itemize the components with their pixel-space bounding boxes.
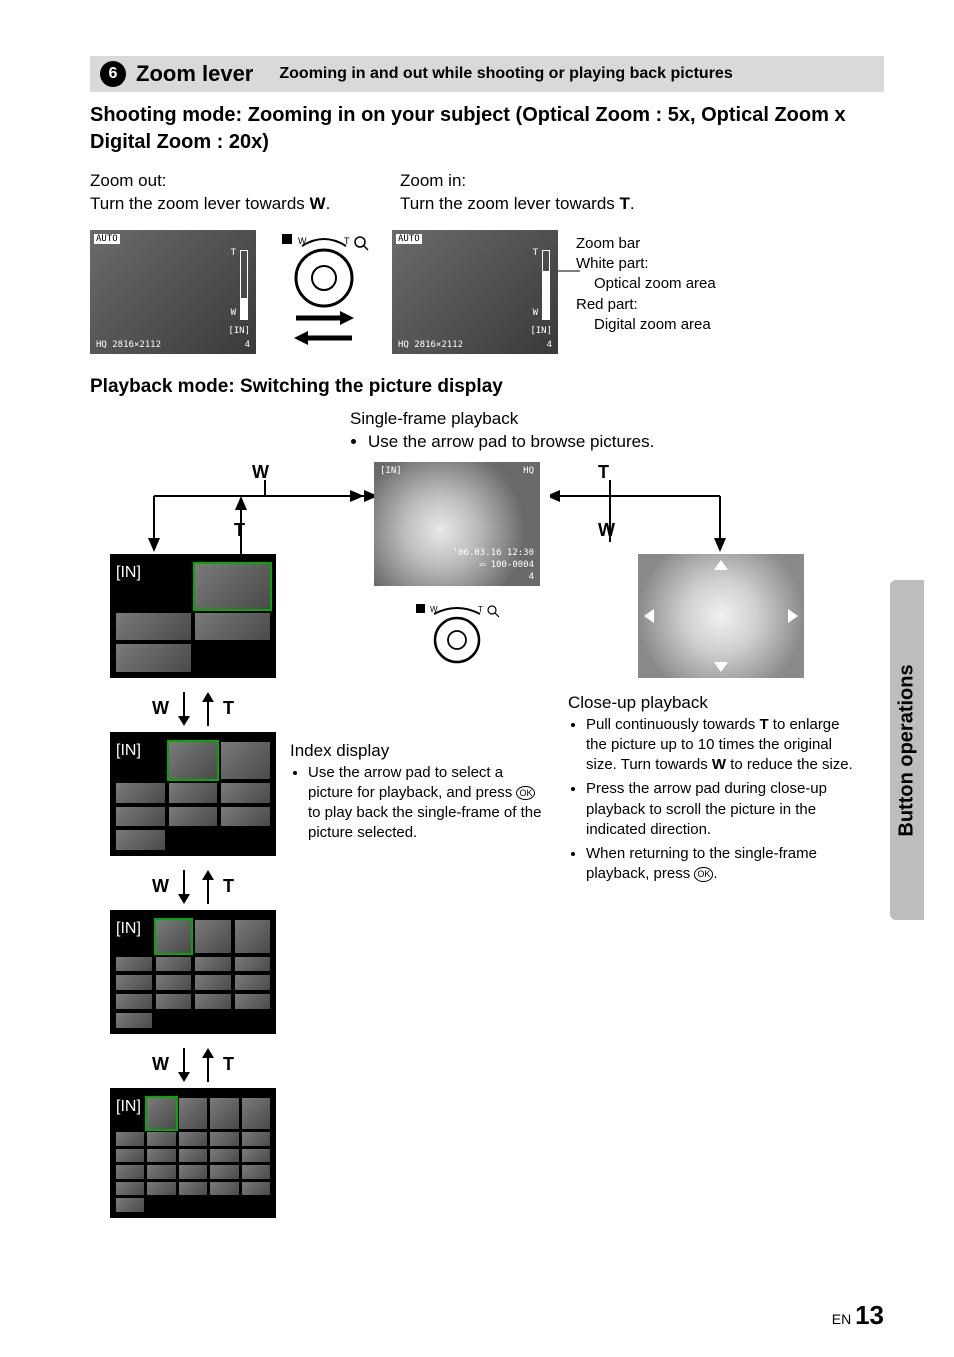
lbl-t: T (223, 698, 234, 719)
arrow-w-back-right (550, 496, 620, 556)
footer-page: 13 (855, 1300, 884, 1330)
zoom-in-bold: T (620, 194, 630, 213)
svg-text:T: T (344, 236, 350, 246)
zoom-out-pre: Turn the zoom lever towards (90, 194, 310, 213)
index-tag-4: [IN] (116, 564, 191, 609)
index-bullet-pre: Use the arrow pad to select a picture fo… (308, 764, 516, 801)
wt-16-25: W T (110, 1048, 276, 1082)
closeup-block: Close-up playback Pull continuously towa… (568, 692, 860, 889)
single-frame-title: Single-frame playback (350, 408, 884, 431)
center-dial: W T (412, 602, 502, 669)
lcd-res-tag: HQ 2816×2112 (96, 340, 161, 350)
index-bullet-post: to play back the single-frame of the pic… (308, 804, 541, 841)
lcd-count-tag-2: 4 (547, 340, 552, 350)
section-title-main: Zoom lever (136, 61, 253, 87)
single-frame-block: Single-frame playback Use the arrow pad … (350, 408, 884, 454)
zoom-in-text: Turn the zoom lever towards T. (400, 193, 884, 216)
index-9: [IN] (110, 732, 276, 856)
lcd-mode-tag: AUTO (94, 234, 120, 244)
ok-button-icon: OK (516, 786, 535, 800)
zoom-out-text: Turn the zoom lever towards W. (90, 193, 400, 216)
index-title: Index display (290, 740, 550, 763)
index-tag-9: [IN] (116, 742, 165, 780)
section-header-bar: 6 Zoom lever Zooming in and out while sh… (90, 56, 884, 92)
zoom-lever-icon: W T (412, 602, 502, 664)
zoom-out-label: Zoom out: (90, 170, 400, 193)
playback-heading: Playback mode: Switching the picture dis… (90, 376, 884, 398)
lcd-closeup (638, 554, 804, 678)
closeup-b3: When returning to the single-frame playb… (586, 844, 860, 885)
playback-diagram: W T T W (90, 462, 884, 1232)
section-title-sub: Zooming in and out while shooting or pla… (279, 65, 732, 83)
zoombar-red-label: Red part: (576, 295, 716, 315)
index-tag-25: [IN] (116, 1098, 144, 1130)
wt-4-9: W T (110, 692, 276, 726)
index-bullet: Use the arrow pad to select a picture fo… (308, 763, 550, 844)
cu-b1-post: to reduce the size. (726, 756, 853, 773)
lbl-w-3: W (152, 1054, 169, 1075)
zoombar-red-text: Digital zoom area (576, 315, 716, 335)
zoom-lever-icon: W T (274, 230, 374, 350)
zoombar-legend: Zoom bar White part: Optical zoom area R… (576, 230, 716, 335)
svg-text:T: T (478, 605, 483, 614)
zoom-out-post: . (326, 194, 331, 213)
shooting-heading: Shooting mode: Zooming in on your subjec… (90, 102, 884, 156)
page-footer: EN 13 (832, 1300, 884, 1331)
lcd-mode-tag-2: AUTO (396, 234, 422, 244)
lcd-zoom-out: AUTO [IN] HQ 2816×2112 4 T W (90, 230, 256, 354)
section-number: 6 (109, 65, 118, 83)
svg-text:W: W (298, 236, 307, 246)
lbl-w-2: W (152, 876, 169, 897)
zoombar-white-label: White part: (576, 254, 716, 274)
lbl-w: W (152, 698, 169, 719)
index-16: [IN] (110, 910, 276, 1034)
zoom-instructions-row: Zoom out: Turn the zoom lever towards W.… (90, 170, 884, 216)
zoom-dial-diagram: W T (274, 230, 374, 350)
index-display-block: Index display Use the arrow pad to selec… (290, 740, 550, 848)
lbl-t-3: T (223, 1054, 234, 1075)
closeup-b1: Pull continuously towards T to enlarge t… (586, 715, 860, 776)
closeup-title: Close-up playback (568, 692, 860, 715)
zoom-in-col: Zoom in: Turn the zoom lever towards T. (400, 170, 884, 216)
cu-b1-pre: Pull continuously towards (586, 716, 759, 733)
lcd-single-frame: [IN] HQ '06.03.16 12:30 ▭ 100-0004 4 [IN… (374, 462, 540, 586)
index-25: [IN] (110, 1088, 276, 1218)
index-tag-16: [IN] (116, 920, 152, 953)
lcd-in-tag: [IN] (228, 326, 250, 336)
lcd-count-tag: 4 (245, 340, 250, 350)
cu-b1-W: W (712, 756, 726, 773)
zoom-in-pre: Turn the zoom lever towards (400, 194, 620, 213)
cu-b3-post: . (713, 865, 717, 882)
ok-button-icon-2: OK (694, 867, 713, 881)
wt-9-16: W T (110, 870, 276, 904)
closeup-b2: Press the arrow pad during close-up play… (586, 779, 860, 840)
shooting-illustration-row: AUTO [IN] HQ 2816×2112 4 T W W T (90, 230, 884, 354)
chapter-side-tab-label: Button operations (896, 664, 919, 836)
chapter-side-tab: Button operations (890, 580, 924, 920)
lcd-zoom-in: AUTO [IN] HQ 2816×2112 4 T W (392, 230, 558, 354)
single-frame-bullet: Use the arrow pad to browse pictures. (368, 431, 884, 454)
cu-b1-T: T (759, 716, 768, 733)
lbl-t-2: T (223, 876, 234, 897)
arrow-t-up-left (226, 496, 256, 554)
lcd-in-tag-2: [IN] (530, 326, 552, 336)
section-number-badge: 6 (100, 61, 126, 87)
zoom-in-post: . (630, 194, 635, 213)
zoom-in-label: Zoom in: (400, 170, 884, 193)
zoombar-white-text: Optical zoom area (576, 274, 716, 294)
lcd-res-tag-2: HQ 2816×2112 (398, 340, 463, 350)
index-4: [IN] (110, 554, 276, 678)
zoom-out-col: Zoom out: Turn the zoom lever towards W. (90, 170, 400, 216)
zoombar-title: Zoom bar (576, 234, 716, 254)
svg-text:W: W (430, 605, 438, 614)
zoom-out-bold: W (310, 194, 326, 213)
footer-lang: EN (832, 1311, 851, 1327)
